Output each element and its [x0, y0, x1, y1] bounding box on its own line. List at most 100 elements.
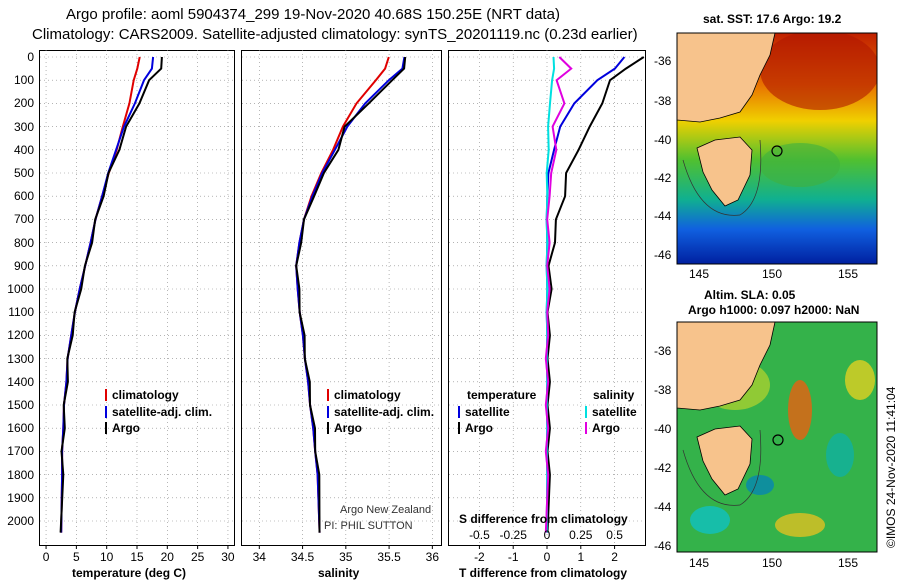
sla-anomaly — [788, 380, 812, 440]
legend-swatch-black — [327, 422, 329, 434]
x-tick-label: 36 — [425, 550, 440, 564]
map-lat-tick: -40 — [654, 133, 672, 147]
sla-anomaly — [845, 360, 875, 400]
legend-item-t-satellite: satellite — [458, 405, 510, 419]
map-lat-tick: -42 — [654, 171, 672, 185]
legend-item-satellite: satellite-adj. clim. — [105, 405, 212, 419]
legend-item-t-argo: Argo — [458, 421, 493, 435]
depth-tick-label: 1900 — [7, 490, 34, 505]
legend-item-s-satellite: satellite — [585, 405, 637, 419]
map-lon-tick: 155 — [838, 267, 859, 281]
depth-tick-label: 1100 — [8, 305, 34, 320]
temperature-xlabel: temperature (deg C) — [72, 566, 187, 580]
x-tick-label: 0 — [543, 550, 551, 564]
sla-anomaly — [826, 433, 854, 477]
difference-xlabel: T difference from climatology — [459, 566, 628, 580]
x-tick-label: 1 — [577, 550, 585, 564]
legend-item-climatology: climatology — [105, 388, 179, 402]
map-lon-tick: 150 — [762, 267, 783, 281]
legend-swatch-red — [105, 389, 107, 401]
map-lat-tick: -36 — [654, 344, 672, 358]
tasmania — [696, 136, 753, 207]
sla-label-2: Argo h1000: 0.097 h2000: NaN — [688, 303, 860, 317]
depth-tick-label: 1000 — [7, 282, 34, 296]
sst-map-frame — [676, 32, 878, 265]
depth-tick-label: 0 — [27, 50, 34, 64]
s-axis-tick-label: -0.25 — [499, 528, 527, 542]
depth-tick-label: 1200 — [7, 328, 34, 343]
x-tick-label: -2 — [474, 550, 485, 564]
depth-tick-label: 900 — [13, 258, 34, 273]
legend-swatch-blue — [458, 406, 460, 418]
x-tick-label: 2 — [611, 550, 618, 564]
series-line-argo — [59, 56, 163, 533]
series-line-argo — [295, 56, 407, 533]
legend-title-salinity: salinity — [593, 388, 635, 402]
salinity-panel — [241, 50, 442, 546]
map-lat-tick: -38 — [654, 94, 672, 108]
x-tick-label: 15 — [130, 550, 144, 564]
legend-item-s-argo: Argo — [585, 421, 620, 435]
legend-swatch-black — [105, 422, 107, 434]
x-tick-label: 25 — [190, 550, 205, 564]
bathymetry-contour — [682, 429, 762, 506]
map-lat-tick: -46 — [654, 248, 672, 262]
legend-item-climatology: climatology — [327, 388, 401, 402]
x-tick-label: 20 — [160, 550, 174, 564]
x-tick-label: 35 — [339, 550, 353, 564]
x-tick-label: 5 — [73, 550, 80, 564]
x-tick-label: -1 — [507, 550, 519, 564]
map-lat-tick: -44 — [654, 209, 672, 223]
depth-tick-label: 1700 — [7, 444, 34, 459]
legend-label: Argo — [592, 421, 620, 435]
legend-label: satellite — [592, 405, 637, 419]
s-axis-tick-label: 0 — [543, 528, 551, 542]
x-tick-label: 10 — [100, 550, 114, 564]
legend-swatch-red — [327, 389, 329, 401]
depth-tick-label: 2000 — [7, 514, 34, 528]
sla-anomaly — [690, 506, 730, 534]
legend-label: satellite-adj. clim. — [112, 405, 213, 419]
depth-tick-label: 300 — [13, 119, 34, 134]
sst-map — [677, 33, 877, 264]
credit-pi: PI: PHIL SUTTON — [324, 520, 413, 532]
depth-tick-label: 200 — [13, 96, 34, 111]
x-tick-label: 35.5 — [377, 550, 401, 564]
map-lat-tick: -44 — [654, 500, 672, 514]
map-lon-tick: 145 — [689, 556, 710, 570]
depth-tick-label: 1800 — [7, 467, 34, 482]
legend-label: climatology — [334, 388, 401, 402]
map-lon-tick: 155 — [838, 556, 859, 570]
salinity-xlabel: salinity — [318, 566, 360, 580]
depth-tick-label: 500 — [13, 166, 34, 180]
argo-position-marker — [771, 145, 783, 157]
depth-tick-label: 800 — [13, 235, 34, 250]
map-lon-tick: 150 — [762, 556, 783, 570]
depth-tick-label: 1300 — [7, 351, 34, 366]
legend-item-argo: Argo — [105, 421, 140, 435]
legend-title-temperature: temperature — [467, 388, 537, 402]
sla-label-1: Altim. SLA: 0.05 — [704, 288, 796, 302]
sla-anomaly — [746, 475, 774, 495]
depth-tick-label: 1500 — [7, 398, 34, 412]
depth-tick-label: 700 — [13, 212, 34, 227]
map-lat-tick: -38 — [654, 383, 672, 397]
legend-label: Argo — [112, 421, 140, 435]
sst-eddy — [760, 143, 840, 187]
s-axis-tick-label: 0.25 — [569, 528, 593, 542]
title-line-1: Argo profile: aoml 5904374_299 19-Nov-20… — [66, 6, 560, 23]
s-axis-tick-label: 0.5 — [606, 528, 623, 542]
sst-warm-patch — [760, 33, 877, 110]
sst-label: sat. SST: 17.6 Argo: 19.2 — [703, 12, 842, 26]
s-axis-tick-label: -0.5 — [469, 528, 490, 542]
legend-swatch-black — [458, 422, 460, 434]
legend-swatch-blue — [105, 406, 107, 418]
legend-swatch-magenta — [585, 422, 587, 434]
timestamp: ©IMOS 24-Nov-2020 11:41:04 — [884, 386, 898, 548]
bathymetry-contour — [682, 139, 762, 216]
credit-institution: Argo New Zealand — [340, 504, 432, 516]
legend-label: Argo — [334, 421, 362, 435]
x-tick-label: 30 — [221, 550, 235, 564]
